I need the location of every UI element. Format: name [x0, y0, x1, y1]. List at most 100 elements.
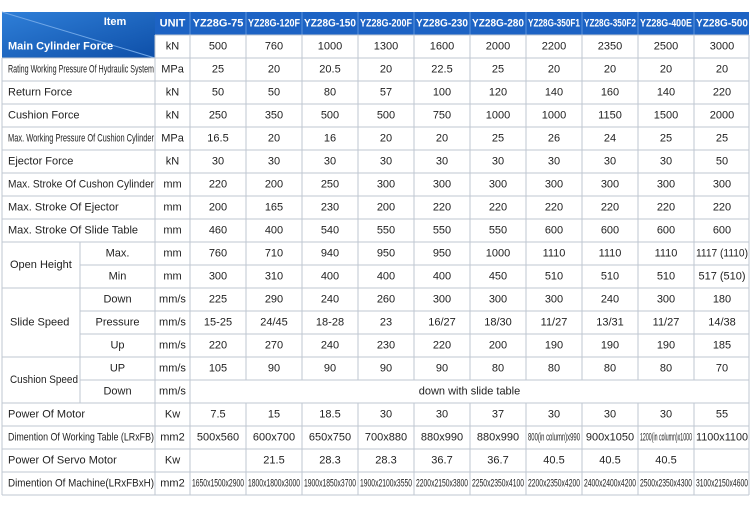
cell: 18-28	[316, 316, 344, 328]
unit: mm	[163, 270, 181, 282]
cell: 220	[713, 86, 731, 98]
cell: 200	[377, 201, 395, 213]
row-label: Ejector Force	[8, 155, 73, 167]
cell: 950	[433, 247, 451, 259]
cell: 30	[604, 155, 616, 167]
cell: 26	[548, 132, 560, 144]
row-label: Max. Stroke Of Ejector	[8, 201, 119, 213]
cell: 1110	[655, 247, 678, 259]
cell: 30	[660, 408, 672, 420]
cell: 550	[489, 224, 507, 236]
cell: 880x990	[421, 431, 463, 443]
cell: 50	[212, 86, 224, 98]
cell: 220	[433, 201, 451, 213]
cell: 20	[604, 63, 616, 75]
unit: kN	[166, 40, 180, 52]
cell: 510	[657, 270, 675, 282]
cell: 20	[268, 63, 280, 75]
sub-label: Min	[109, 270, 127, 282]
sub-label: Pressure	[95, 316, 139, 328]
cell: 250	[209, 109, 227, 121]
unit: kN	[166, 155, 180, 167]
cell: 70	[716, 362, 728, 374]
cell: 800(in column)x990	[528, 431, 580, 443]
group-label: Slide Speed	[10, 316, 69, 328]
cell: 500	[321, 109, 339, 121]
cell: 22.5	[431, 63, 452, 75]
cell: 20	[660, 63, 672, 75]
cell: 1000	[486, 109, 510, 121]
cell: 30	[380, 408, 392, 420]
cell: 900x1050	[586, 431, 634, 443]
cell: 760	[209, 247, 227, 259]
cell: 1650x1500x2900	[192, 477, 244, 489]
cell: 24	[604, 132, 616, 144]
cell: 30	[324, 155, 336, 167]
cell: 240	[601, 293, 619, 305]
cell: 1600	[430, 40, 454, 52]
cell: 30	[492, 155, 504, 167]
cell: 2000	[486, 40, 510, 52]
cell: 710	[265, 247, 283, 259]
cell: 1300	[374, 40, 398, 52]
unit: mm/s	[159, 362, 186, 374]
cell: 500	[377, 109, 395, 121]
cell: 190	[545, 339, 563, 351]
unit: MPa	[161, 132, 185, 144]
cell: 7.5	[210, 408, 225, 420]
sub-label: UP	[110, 362, 125, 374]
model-header: YZ28G-200F	[360, 17, 412, 29]
cell: 21.5	[263, 454, 284, 466]
cell: 20.5	[319, 63, 340, 75]
row-label: Rating Working Pressure Of Hydraulic Sys…	[8, 63, 154, 75]
cell: 25	[716, 132, 728, 144]
cell: 300	[545, 178, 563, 190]
unit: mm/s	[159, 293, 186, 305]
unit: mm	[163, 178, 181, 190]
cell: 2000	[710, 109, 734, 121]
cell: 550	[433, 224, 451, 236]
unit: mm2	[160, 477, 184, 489]
unit: mm/s	[159, 339, 186, 351]
model-header: YZ28G-350F2	[584, 17, 636, 29]
cell: 50	[716, 155, 728, 167]
cell: 300	[657, 178, 675, 190]
cell: 2250x2350x4100	[472, 477, 524, 489]
cell: 30	[660, 155, 672, 167]
cell: 600	[657, 224, 675, 236]
cell: 30	[548, 155, 560, 167]
cell: 300	[489, 293, 507, 305]
row-label: Max. Stroke Of Slide Table	[8, 224, 138, 236]
cell: 400	[265, 224, 283, 236]
header-row	[155, 12, 749, 35]
cell: 220	[489, 201, 507, 213]
cell: 36.7	[431, 454, 452, 466]
cell: 20	[436, 132, 448, 144]
cell: 200	[265, 178, 283, 190]
cell: 1900x2100x3550	[360, 477, 412, 489]
cell: 20	[380, 132, 392, 144]
first-label: Main Cylinder Force	[8, 40, 113, 52]
unit: Kw	[165, 408, 180, 420]
cell: 80	[548, 362, 560, 374]
cell: 300	[657, 293, 675, 305]
cell: 300	[433, 178, 451, 190]
cell: 220	[209, 178, 227, 190]
cell: 230	[377, 339, 395, 351]
sub-label: Up	[110, 339, 124, 351]
cell: 40.5	[543, 454, 564, 466]
sub-label: Max.	[106, 247, 130, 259]
cell: 55	[716, 408, 728, 420]
row-label: Return Force	[8, 86, 72, 98]
cell: 16	[324, 132, 336, 144]
unit: mm	[163, 247, 181, 259]
cell: 300	[489, 178, 507, 190]
cell: 540	[321, 224, 339, 236]
cell: 40.5	[655, 454, 676, 466]
cell: 220	[433, 339, 451, 351]
diagonal	[1, 11, 156, 59]
cell: 517 (510)	[698, 270, 745, 282]
cell: 220	[713, 201, 731, 213]
cell: 600	[601, 224, 619, 236]
